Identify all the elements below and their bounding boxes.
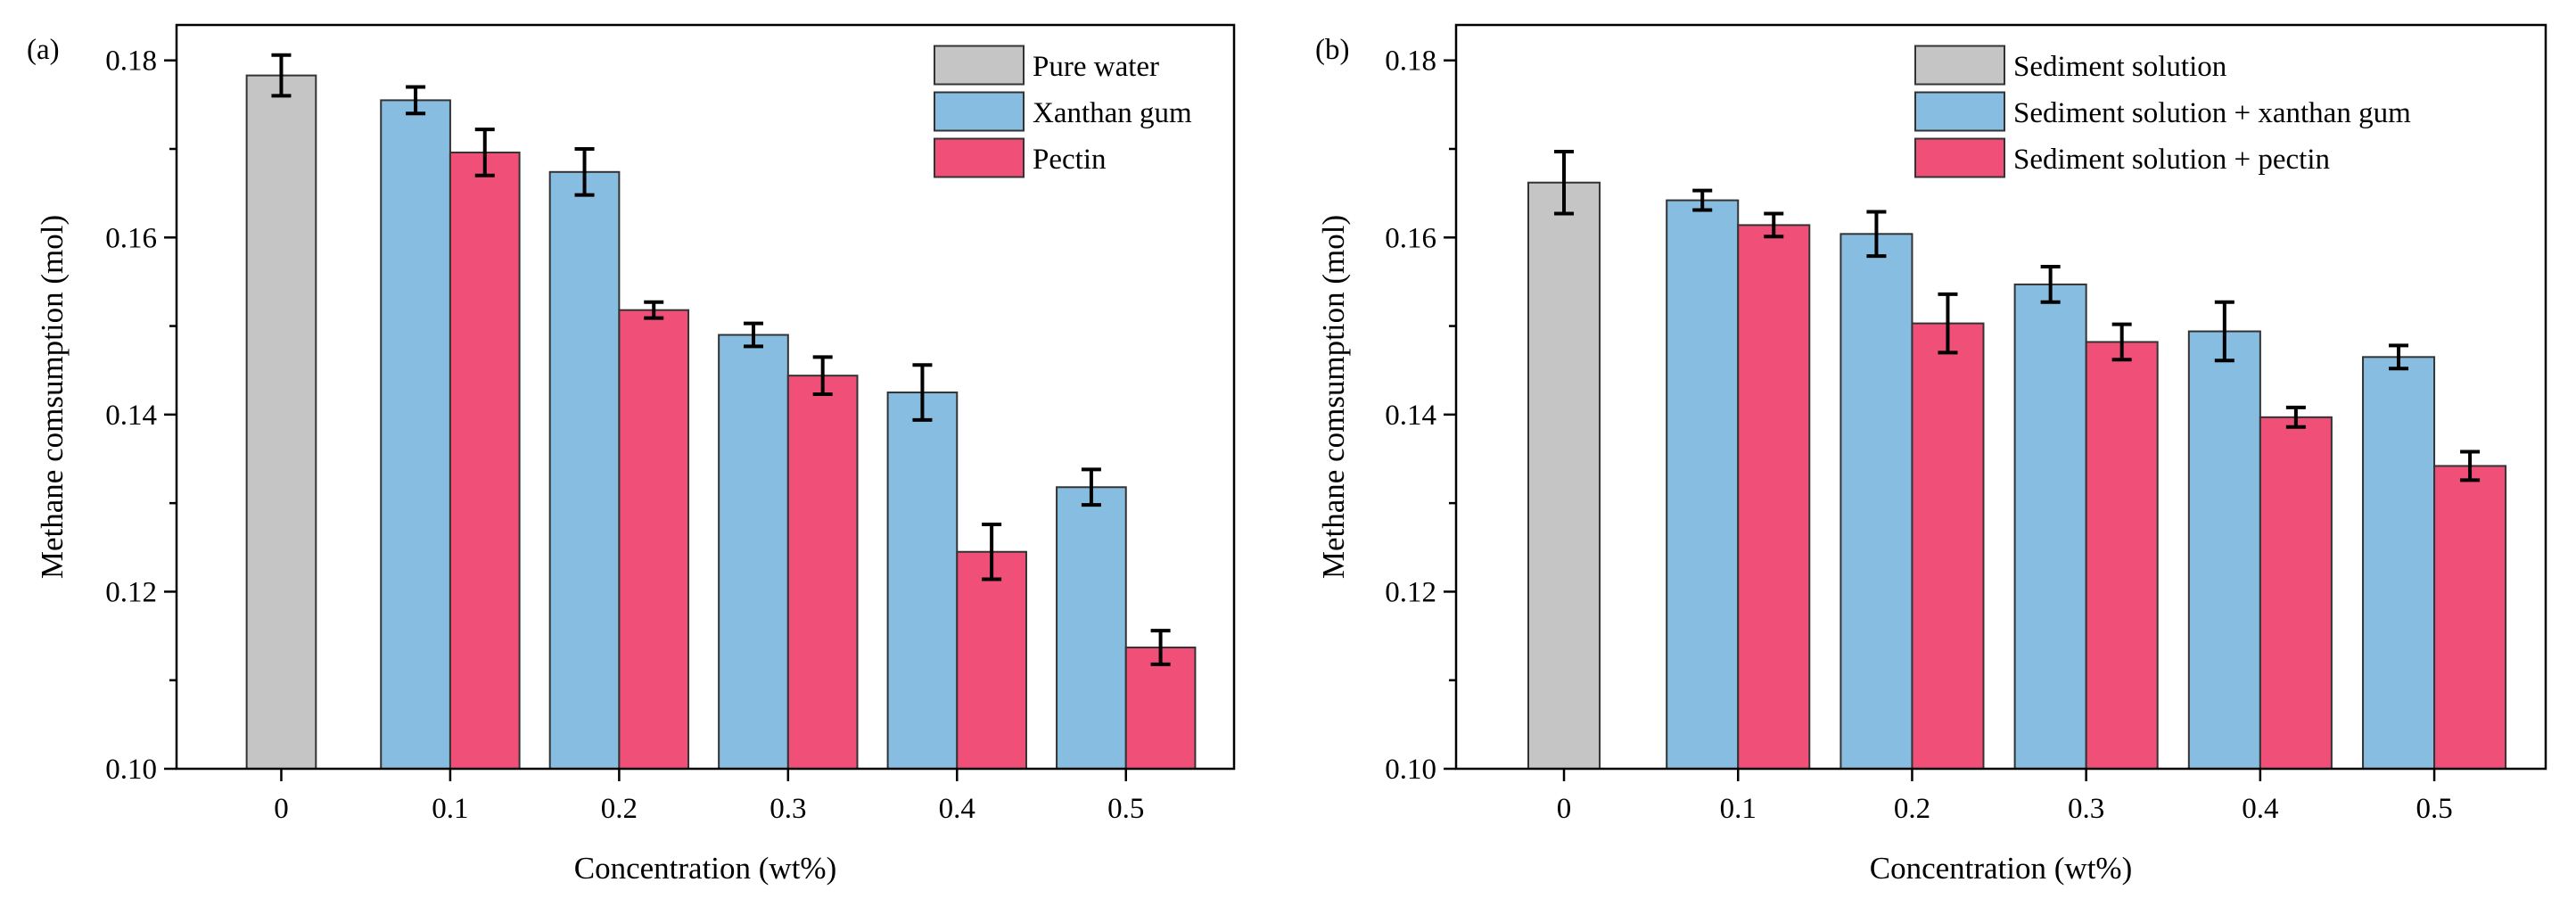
- legend-swatch: [934, 137, 1025, 178]
- legend: Sediment solution Sediment solution + xan…: [1914, 45, 2411, 178]
- legend-entry: Sediment solution + xanthan gum: [2013, 97, 2411, 129]
- x-axis-title: Concentration (wt%): [574, 851, 837, 886]
- y-tick-label: 0.14: [105, 400, 157, 432]
- bar: [2013, 283, 2087, 770]
- x-tick-label: 0.3: [2068, 793, 2104, 825]
- error-bar: [982, 522, 1002, 581]
- legend-entry: Pectin: [1033, 144, 1106, 176]
- legend-swatch: [934, 45, 1025, 86]
- y-axis-title: Methane comsumption (mol): [1316, 215, 1351, 579]
- y-tick-label: 0.10: [105, 754, 157, 786]
- legend-entry: Sediment solution + pectin: [2013, 144, 2330, 176]
- bar: [1527, 181, 1601, 770]
- bar: [1124, 646, 1197, 770]
- error-bar: [2111, 322, 2132, 362]
- bar: [718, 334, 789, 770]
- x-axis-title: Concentration (wt%): [1870, 851, 2133, 886]
- bar: [245, 74, 317, 771]
- bar: [449, 151, 521, 770]
- bar: [2259, 416, 2333, 770]
- y-tick-label: 0.16: [1385, 222, 1436, 254]
- error-bar: [644, 300, 664, 320]
- error-bar: [474, 128, 495, 177]
- y-tick-label: 0.16: [105, 222, 157, 254]
- bar: [956, 550, 1027, 770]
- error-bar: [574, 147, 595, 197]
- legend-entry: Pure water: [1033, 51, 1159, 83]
- legend-swatch: [1914, 137, 2005, 178]
- x-tick-label: 0.5: [2416, 793, 2452, 825]
- panel-label: (a): [27, 34, 60, 66]
- bar: [886, 392, 959, 770]
- error-bar: [2460, 449, 2481, 482]
- bar: [1839, 233, 1913, 771]
- error-bar: [2389, 343, 2409, 371]
- error-bar: [812, 355, 833, 397]
- x-tick-label: 0: [1557, 793, 1572, 825]
- y-tick-label: 0.18: [1385, 45, 1436, 78]
- bar: [1056, 486, 1127, 770]
- error-bar: [2285, 405, 2306, 429]
- y-tick-label: 0.14: [1385, 400, 1436, 432]
- bar: [380, 99, 451, 770]
- error-bar: [1554, 149, 1575, 216]
- x-tick-label: 0.4: [2242, 793, 2278, 825]
- panel-a-chart: (a) 0.10 0.12 0.14 0.16 0.18 0 0.1 0.2 0.3 0.4 0.5 C…: [27, 23, 1236, 886]
- legend-entry: Sediment solution: [2013, 51, 2226, 83]
- error-bar: [1150, 629, 1171, 666]
- legend-swatch: [934, 91, 1025, 132]
- error-bar: [1938, 292, 1958, 355]
- x-tick-label: 0: [274, 793, 289, 825]
- x-tick-label: 0.3: [770, 793, 806, 825]
- bar: [2085, 341, 2159, 770]
- x-tick-label: 0.1: [432, 793, 468, 825]
- y-tick-label: 0.12: [105, 576, 157, 608]
- y-tick-label: 0.10: [1385, 754, 1436, 786]
- plot-frame: [1454, 23, 2547, 771]
- legend-swatch: [1914, 45, 2005, 86]
- error-bar: [743, 321, 763, 349]
- y-tick-label: 0.12: [1385, 576, 1436, 608]
- error-bar: [2040, 265, 2061, 304]
- legend-entry: Xanthan gum: [1033, 97, 1192, 129]
- x-tick-label: 0.1: [1720, 793, 1757, 825]
- error-bar: [2214, 300, 2234, 363]
- x-tick-label: 0.5: [1107, 793, 1144, 825]
- x-tick-label: 0.2: [601, 793, 638, 825]
- error-bar: [1081, 467, 1101, 507]
- error-bar: [912, 363, 933, 422]
- x-tick-label: 0.4: [939, 793, 975, 825]
- legend-swatch: [1914, 91, 2005, 132]
- error-bar: [1692, 188, 1713, 212]
- bar: [618, 309, 690, 770]
- y-tick-label: 0.18: [105, 45, 157, 78]
- error-bar: [1866, 210, 1887, 259]
- error-bar: [271, 53, 292, 98]
- bar: [1911, 322, 1985, 770]
- bar: [786, 375, 859, 770]
- error-bar: [406, 85, 426, 116]
- y-axis-title: Methane comsumption (mol): [35, 215, 70, 579]
- bar: [1737, 224, 1811, 770]
- legend: Pure water Xanthan gum Pectin: [934, 45, 1192, 178]
- bar: [548, 170, 621, 771]
- error-bar: [1764, 211, 1784, 239]
- bar: [2187, 330, 2261, 770]
- panel-b-chart: (b) 0.10 0.12 0.14 0.16 0.18 0 0.1 0.2 0.3 0.4 0.5 C…: [1315, 23, 2547, 886]
- bar: [2362, 356, 2436, 770]
- plot-frame: [175, 23, 1236, 771]
- x-tick-label: 0.2: [1894, 793, 1930, 825]
- bar: [1666, 199, 1740, 771]
- bar: [2433, 465, 2507, 770]
- panel-label: (b): [1315, 34, 1349, 66]
